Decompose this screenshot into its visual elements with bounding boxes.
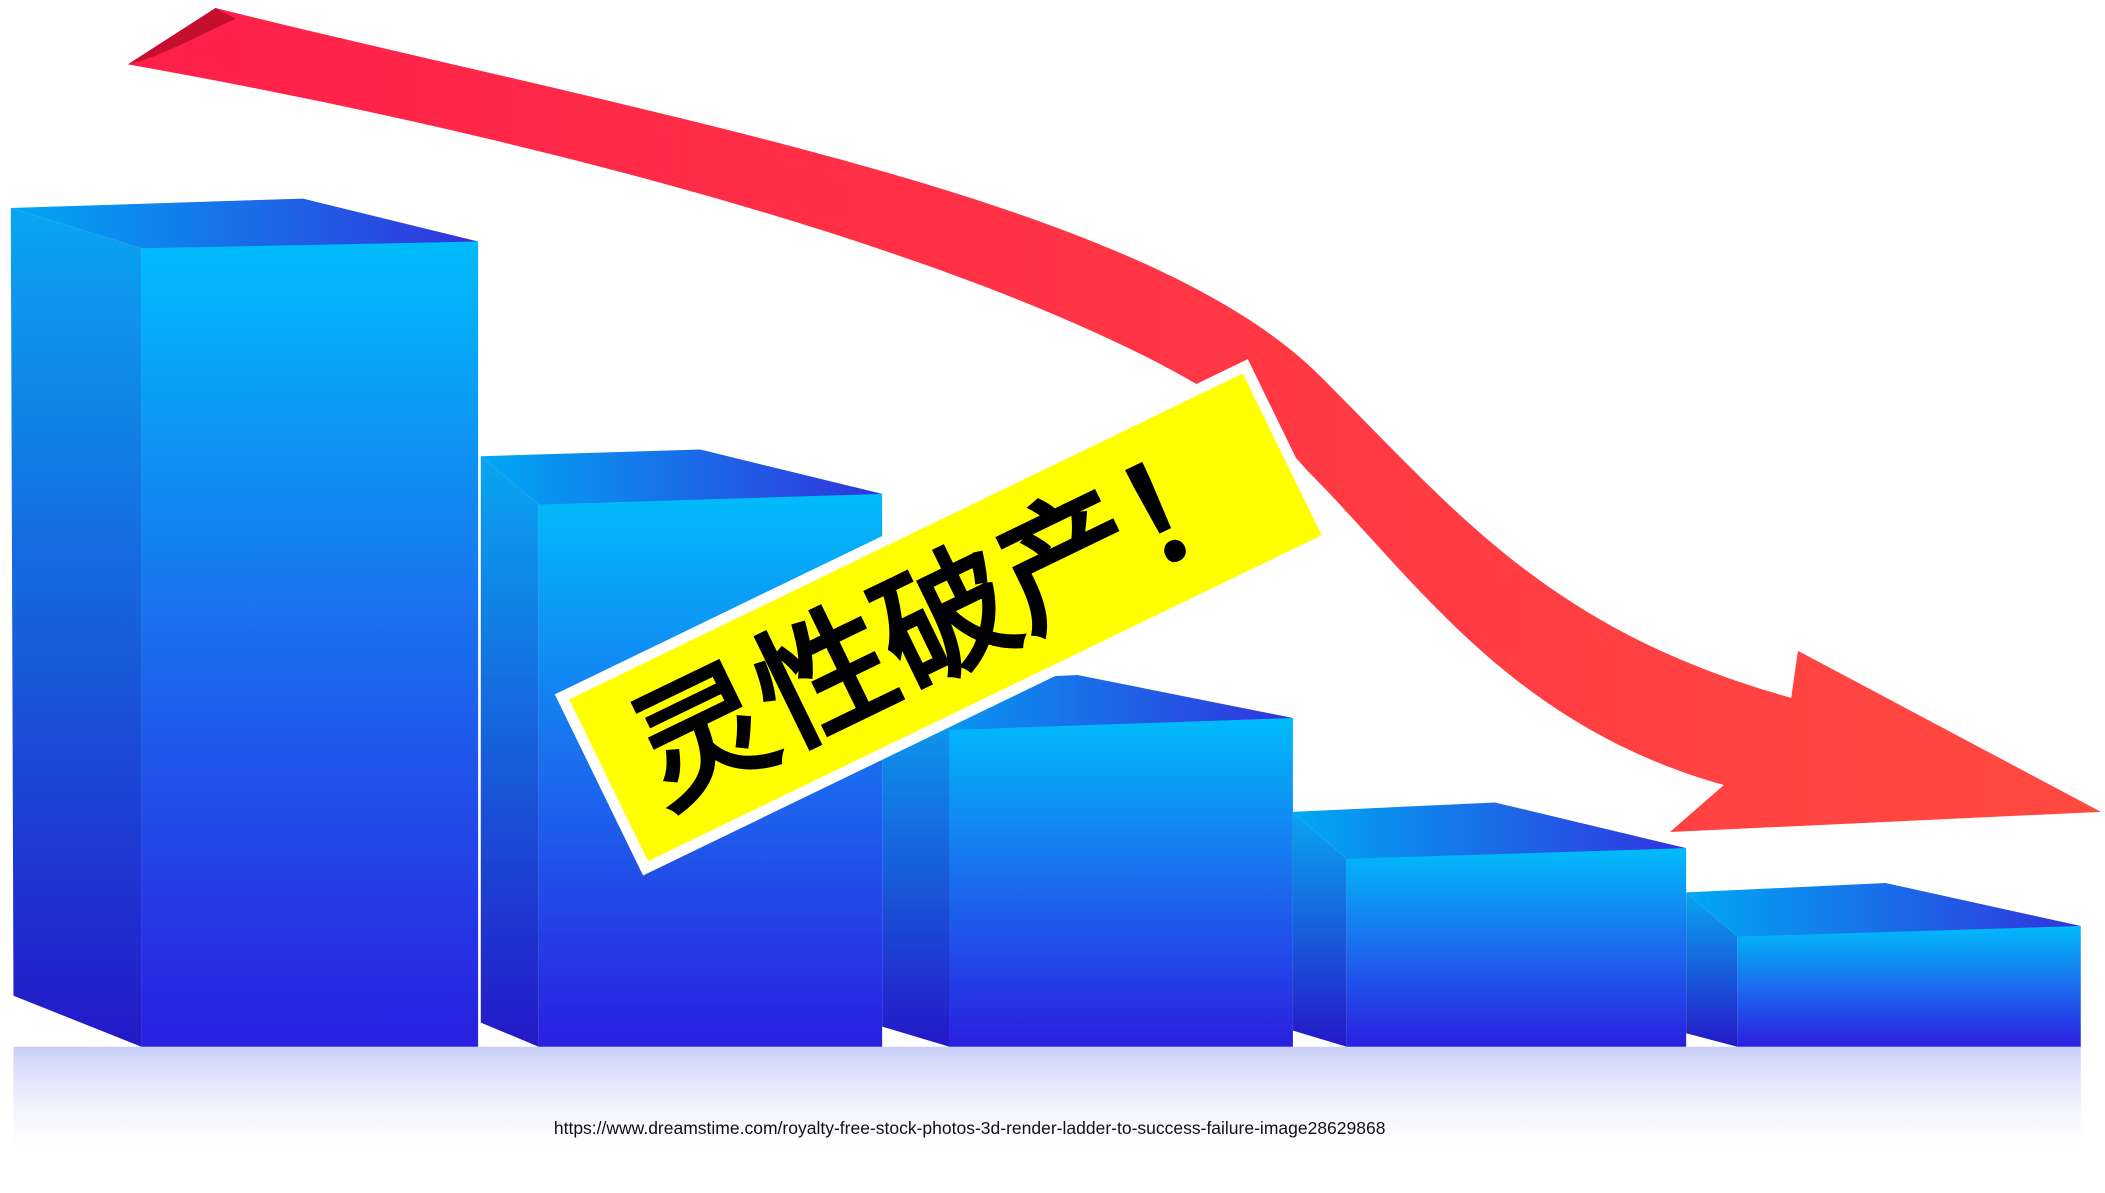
bar-front bbox=[1346, 848, 1687, 1047]
bar-front bbox=[1737, 925, 2081, 1047]
arrow-fold bbox=[127, 8, 236, 65]
bar-side bbox=[882, 684, 950, 1047]
down-arrow bbox=[127, 8, 2101, 833]
source-url: https://www.dreamstime.com/royalty-free-… bbox=[554, 1118, 1386, 1138]
bar-side bbox=[480, 456, 539, 1047]
bar-top bbox=[1292, 802, 1687, 859]
banner-box bbox=[569, 373, 1322, 862]
bar-top bbox=[10, 198, 479, 249]
bar-side bbox=[10, 208, 142, 1047]
reflection bbox=[13, 1046, 2081, 1168]
bar-top bbox=[480, 449, 883, 505]
bar-side bbox=[1686, 892, 1738, 1047]
bar-side bbox=[1292, 811, 1347, 1047]
bar-top bbox=[1686, 883, 2081, 937]
bar-front bbox=[141, 241, 479, 1047]
bar-front bbox=[949, 717, 1293, 1047]
